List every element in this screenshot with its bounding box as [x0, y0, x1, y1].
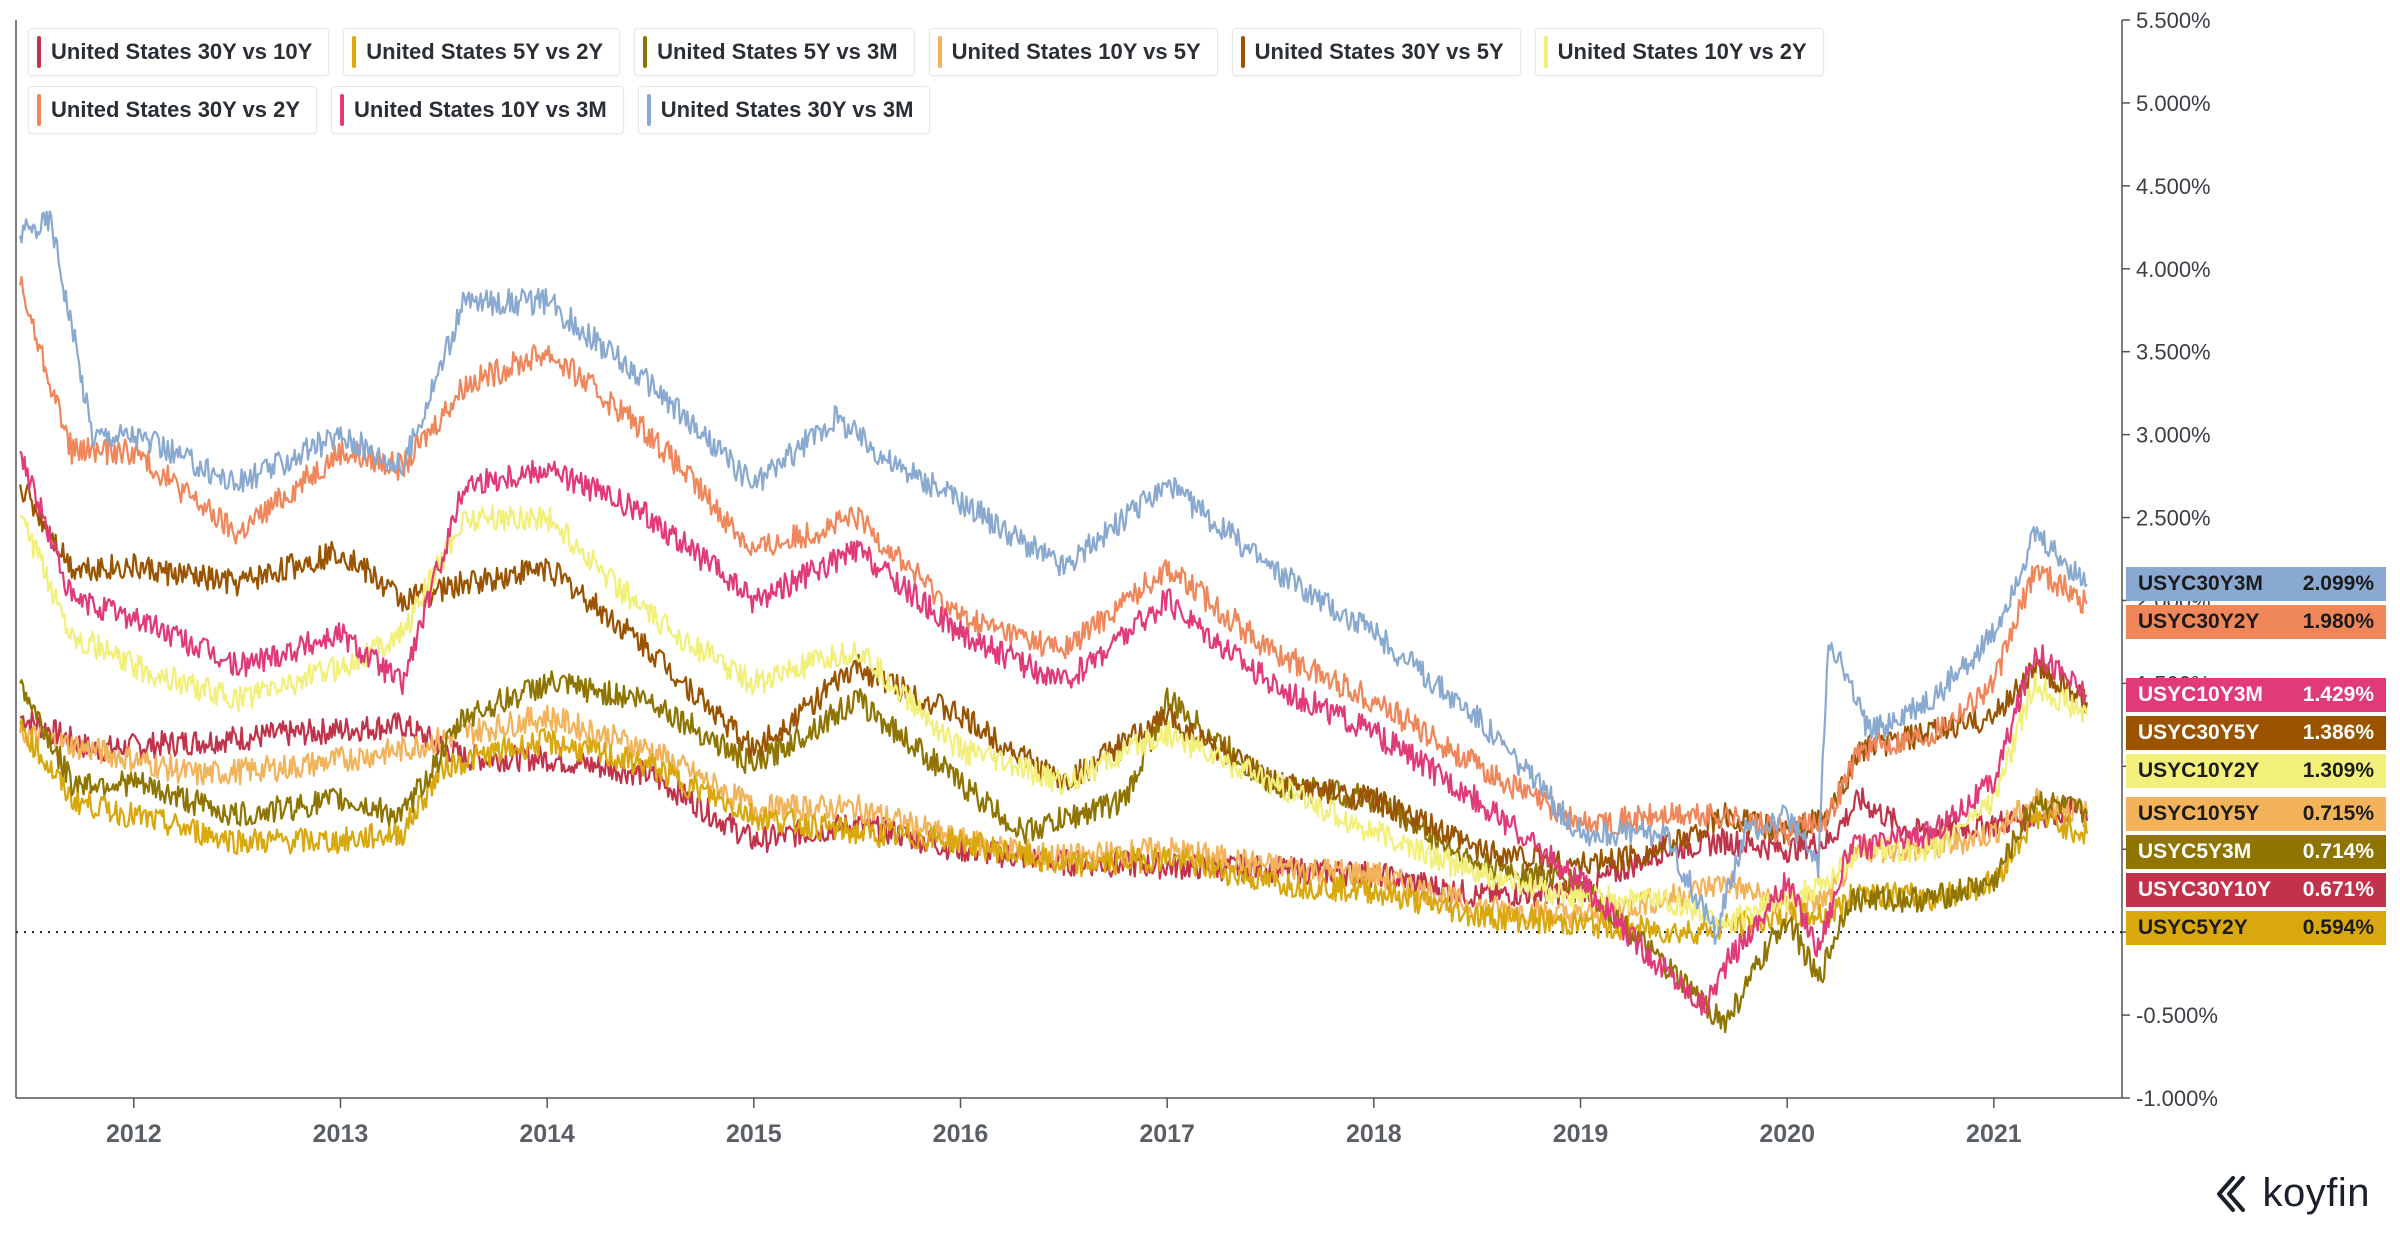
y-tick-label: 4.000%	[2136, 257, 2211, 282]
legend-label: United States 10Y vs 3M	[354, 97, 607, 122]
series-line	[19, 210, 2088, 945]
value-tag: USYC30Y5Y 1.386%	[2126, 716, 2386, 751]
legend-label: United States 30Y vs 10Y	[51, 39, 313, 64]
x-tick-label: 2018	[1346, 1120, 1402, 1148]
y-tick-label: 5.500%	[2136, 8, 2211, 33]
y-tick-label: 2.500%	[2136, 506, 2211, 531]
brand-name: koyfin	[2262, 1171, 2370, 1215]
y-tick-label: 5.000%	[2136, 91, 2211, 116]
legend-item[interactable]: United States 30Y vs 2Y	[28, 86, 318, 134]
legend-label: United States 30Y vs 2Y	[51, 97, 301, 122]
value-tag-last: 0.594%	[2302, 915, 2374, 939]
y-tick-label: -0.500%	[2136, 1003, 2218, 1028]
legend-label: United States 30Y vs 3M	[660, 97, 914, 122]
y-tick-label: -1.000%	[2136, 1086, 2218, 1111]
x-tick-label: 2014	[519, 1120, 575, 1148]
chart-legend: United States 30Y vs 10Y United States 5Y…	[28, 28, 1928, 144]
legend-swatch	[352, 36, 357, 68]
value-tag-last: 1.309%	[2302, 759, 2374, 783]
value-tag-last: 1.980%	[2302, 610, 2374, 634]
x-tick-label: 2012	[106, 1120, 162, 1148]
legend-swatch	[937, 36, 942, 68]
legend-item[interactable]: United States 30Y vs 5Y	[1231, 28, 1521, 76]
y-tick-label: 3.000%	[2136, 423, 2211, 448]
legend-item[interactable]: United States 5Y vs 3M	[634, 28, 915, 76]
legend-swatch	[646, 94, 651, 126]
value-tag: USYC10Y2Y 1.309%	[2126, 754, 2386, 789]
value-tag-last: 0.715%	[2302, 801, 2374, 825]
value-tag: USYC30Y10Y 0.671%	[2126, 872, 2386, 907]
legend-swatch	[37, 36, 41, 68]
x-tick-label: 2015	[726, 1120, 782, 1148]
value-tag-last: 0.714%	[2302, 839, 2374, 863]
brand-logo: koyfin	[2215, 1171, 2371, 1216]
series-line	[19, 670, 2088, 1034]
value-tag-last: 0.671%	[2302, 877, 2374, 901]
legend-label: United States 30Y vs 5Y	[1254, 39, 1504, 64]
series-line	[19, 450, 2088, 1016]
value-tag-symbol: USYC30Y2Y	[2138, 610, 2260, 634]
series-line	[19, 718, 2088, 945]
value-tag-last: 1.386%	[2302, 721, 2374, 745]
value-tag-last: 1.429%	[2302, 683, 2374, 707]
value-tag-symbol: USYC5Y3M	[2138, 839, 2252, 863]
value-tag-symbol: USYC10Y2Y	[2138, 759, 2260, 783]
legend-label: United States 5Y vs 2Y	[366, 39, 604, 64]
x-tick-label: 2019	[1553, 1120, 1609, 1148]
legend-item[interactable]: United States 30Y vs 10Y	[28, 28, 330, 76]
x-tick-label: 2017	[1139, 1120, 1195, 1148]
series-line	[19, 710, 2088, 908]
series-line	[19, 484, 2088, 880]
value-tag-last: 2.099%	[2302, 572, 2374, 596]
koyfin-logo-icon	[2216, 1175, 2245, 1212]
value-tag-symbol: USYC10Y5Y	[2138, 801, 2260, 825]
legend-label: United States 10Y vs 2Y	[1557, 39, 1807, 64]
value-tag-symbol: USYC30Y3M	[2138, 572, 2263, 596]
legend-item[interactable]: United States 30Y vs 3M	[637, 86, 931, 134]
value-tag-symbol: USYC5Y2Y	[2138, 915, 2248, 939]
axis-layer: 5.500% 5.000% 4.500% 4.000% 3.500% 3.000% 2.50…	[15, 8, 2218, 1148]
legend-item[interactable]: United States 10Y vs 5Y	[928, 28, 1218, 76]
series-line	[19, 504, 2088, 935]
value-tag-symbol: USYC30Y10Y	[2138, 877, 2272, 901]
legend-item[interactable]: United States 10Y vs 2Y	[1534, 28, 1824, 76]
legend-item[interactable]: United States 10Y vs 3M	[331, 86, 624, 134]
legend-label: United States 10Y vs 5Y	[951, 39, 1201, 64]
legend-swatch	[1543, 36, 1548, 68]
x-tick-label: 2021	[1966, 1120, 2022, 1148]
value-tag: USYC5Y3M 0.714%	[2126, 834, 2386, 869]
y-tick-label: 3.500%	[2136, 340, 2211, 365]
x-tick-label: 2016	[933, 1120, 989, 1148]
value-tag: USYC30Y3M 2.099%	[2126, 567, 2386, 602]
legend-swatch	[1240, 36, 1245, 68]
legend-label: United States 5Y vs 3M	[657, 39, 898, 64]
value-tag: USYC10Y5Y 0.715%	[2126, 796, 2386, 831]
legend-swatch	[643, 36, 648, 68]
y-tick-label: 4.500%	[2136, 174, 2211, 199]
value-tag-symbol: USYC30Y5Y	[2138, 721, 2260, 745]
series-layer	[19, 210, 2088, 1034]
value-tag-symbol: USYC10Y3M	[2138, 683, 2263, 707]
x-tick-label: 2013	[313, 1120, 369, 1148]
value-tag: USYC30Y2Y 1.980%	[2126, 605, 2386, 640]
x-tick-label: 2020	[1759, 1120, 1815, 1148]
value-tag: USYC10Y3M 1.429%	[2126, 678, 2386, 713]
legend-swatch	[37, 94, 41, 126]
legend-item[interactable]: United States 5Y vs 2Y	[343, 28, 621, 76]
legend-swatch	[340, 94, 345, 126]
value-tag: USYC5Y2Y 0.594%	[2126, 910, 2386, 945]
